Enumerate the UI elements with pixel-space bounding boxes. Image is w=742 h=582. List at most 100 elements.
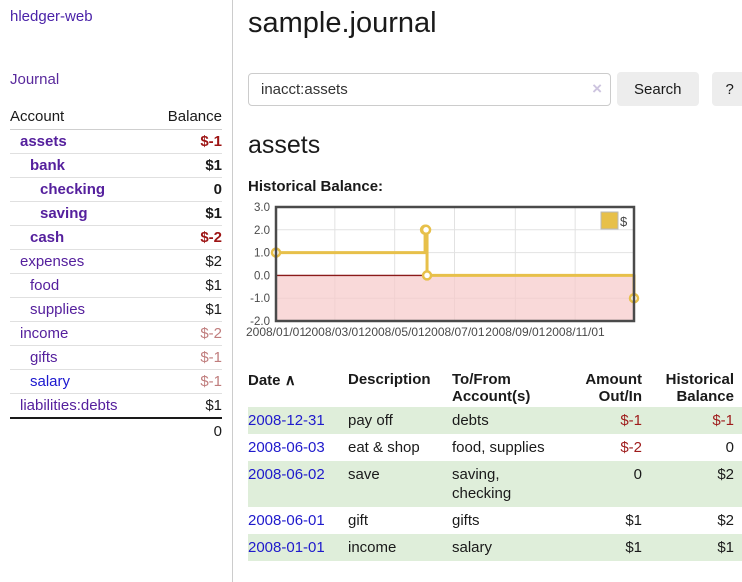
svg-text:0.0: 0.0 — [254, 270, 270, 282]
register-header-amount: Amount Out/In — [585, 371, 642, 405]
account-balance: $1 — [150, 153, 222, 178]
account-row: food $1 — [10, 273, 222, 298]
account-link-assets[interactable]: assets — [20, 133, 67, 150]
account-balance: $1 — [205, 397, 222, 414]
svg-text:2008/01/01: 2008/01/01 — [246, 325, 306, 339]
register-row: 2008-06-03 eat & shop food, supplies $-2… — [248, 434, 742, 461]
help-button[interactable]: ? — [711, 72, 742, 106]
register-header-description: Description — [348, 371, 431, 388]
account-link-supplies[interactable]: supplies — [30, 301, 86, 318]
register-description: eat & shop — [348, 439, 420, 456]
register-row: 2008-12-31 pay off debts $-1 $-1 — [248, 407, 742, 434]
date-link[interactable]: 2008-06-03 — [248, 439, 325, 456]
sidebar: hledger-web Journal Account Balance asse… — [0, 0, 233, 582]
historical-balance-chart: 3.0 2.0 1.0 0.0 -1.0 -2.02008/01/012008/03/01… — [246, 202, 640, 339]
register-description: gift — [348, 512, 369, 529]
account-link-cash[interactable]: cash — [30, 229, 65, 246]
date-link[interactable]: 2008-12-31 — [248, 412, 325, 429]
account-link-saving[interactable]: saving — [40, 205, 88, 222]
brand-link[interactable]: hledger-web — [10, 8, 93, 25]
account-balance: $-1 — [150, 345, 222, 370]
account-balance: 0 — [150, 177, 222, 202]
register-row: 2008-06-01 gift gifts $1 $2 — [248, 507, 742, 534]
account-balance: $-2 — [150, 225, 222, 250]
register-header-balance: Historical Balance — [665, 371, 734, 405]
register-balance: $2 — [717, 512, 734, 529]
search-button[interactable]: Search — [617, 72, 699, 106]
register-accounts: food, supplies — [452, 439, 545, 456]
register-row: 2008-06-02 save saving, checking 0 $2 — [248, 461, 742, 507]
main-content: sample.journal × Search ? assets Histori… — [233, 0, 742, 582]
register-amount: $1 — [625, 539, 642, 556]
chart-title: Historical Balance: — [248, 178, 384, 195]
register-amount: $1 — [625, 512, 642, 529]
search-input[interactable] — [248, 72, 611, 106]
account-row: income $-2 — [10, 321, 222, 346]
register-header-accounts: To/From Account(s) — [452, 371, 531, 405]
register-table: Date ∧ Description To/From Account(s) Am… — [248, 369, 742, 561]
account-row: bank $1 — [10, 153, 222, 178]
account-link-checking[interactable]: checking — [40, 181, 106, 198]
account-link-expenses[interactable]: expenses — [20, 253, 85, 270]
register-header-date[interactable]: Date ∧ — [248, 372, 296, 389]
register-balance: $-1 — [712, 412, 734, 429]
account-link-liabilities-debts[interactable]: liabilities:debts — [20, 397, 118, 414]
sidebar-item-journal[interactable]: Journal — [10, 71, 60, 88]
svg-text:-1.0: -1.0 — [250, 293, 270, 305]
sort-ascending-icon: ∧ — [284, 372, 296, 389]
account-row: liabilities:debts $1 — [10, 394, 222, 419]
account-balance: $1 — [150, 273, 222, 298]
account-row: expenses $2 — [10, 249, 222, 274]
account-link-salary[interactable]: salary — [30, 373, 71, 390]
account-balance: $2 — [150, 249, 222, 274]
svg-text:3.0: 3.0 — [254, 202, 270, 214]
svg-text:2008/09/01: 2008/09/01 — [485, 325, 545, 339]
svg-text:1.0: 1.0 — [254, 248, 270, 260]
account-link-bank[interactable]: bank — [30, 157, 66, 174]
register-amount: 0 — [633, 466, 642, 483]
register-balance: 0 — [725, 439, 734, 456]
account-row: gifts $-1 — [10, 345, 222, 370]
register-accounts: salary — [452, 539, 493, 556]
date-link[interactable]: 2008-01-01 — [248, 539, 325, 556]
date-link[interactable]: 2008-06-02 — [248, 466, 325, 483]
balance-column-header: Balance — [150, 104, 222, 130]
clear-search-icon[interactable]: × — [592, 78, 602, 98]
register-accounts: saving, checking — [452, 466, 512, 502]
svg-text:2008/07/01: 2008/07/01 — [424, 325, 484, 339]
svg-text:2008/05/01: 2008/05/01 — [365, 325, 425, 339]
svg-text:2008/03/01: 2008/03/01 — [305, 325, 365, 339]
accounts-total: 0 — [150, 417, 222, 444]
account-row: saving $1 — [10, 201, 222, 226]
register-amount: $-2 — [620, 439, 642, 456]
svg-text:$: $ — [620, 214, 628, 229]
register-description: save — [348, 466, 380, 483]
account-row: cash $-2 — [10, 225, 222, 250]
svg-text:2008/11/01: 2008/11/01 — [546, 325, 605, 339]
register-amount: $-1 — [620, 412, 642, 429]
account-heading: assets — [248, 131, 321, 159]
account-link-income[interactable]: income — [20, 325, 69, 342]
account-link-food[interactable]: food — [30, 277, 60, 294]
page-title: sample.journal — [248, 7, 437, 39]
account-row: supplies $1 — [10, 297, 222, 322]
account-balance: $1 — [150, 297, 222, 322]
account-column-header: Account — [10, 104, 151, 130]
account-link-gifts[interactable]: gifts — [30, 349, 58, 366]
register-accounts: debts — [452, 412, 489, 429]
account-balance: $-2 — [150, 321, 222, 346]
date-link[interactable]: 2008-06-01 — [248, 512, 325, 529]
account-tree-table: Account Balance assets $-1 bank $1 checkin… — [10, 104, 222, 444]
svg-text:-2.0: -2.0 — [250, 316, 270, 328]
register-accounts: gifts — [452, 512, 480, 529]
svg-text:2.0: 2.0 — [254, 225, 270, 237]
register-description: pay off — [348, 412, 393, 429]
register-row: 2008-01-01 income salary $1 $1 — [248, 534, 742, 561]
search-bar: × Search ? — [248, 72, 742, 106]
account-balance: $-1 — [150, 129, 222, 154]
register-balance: $2 — [717, 466, 734, 483]
account-row: checking 0 — [10, 177, 222, 202]
account-balance: $1 — [150, 201, 222, 226]
account-balance: $-1 — [150, 369, 222, 394]
